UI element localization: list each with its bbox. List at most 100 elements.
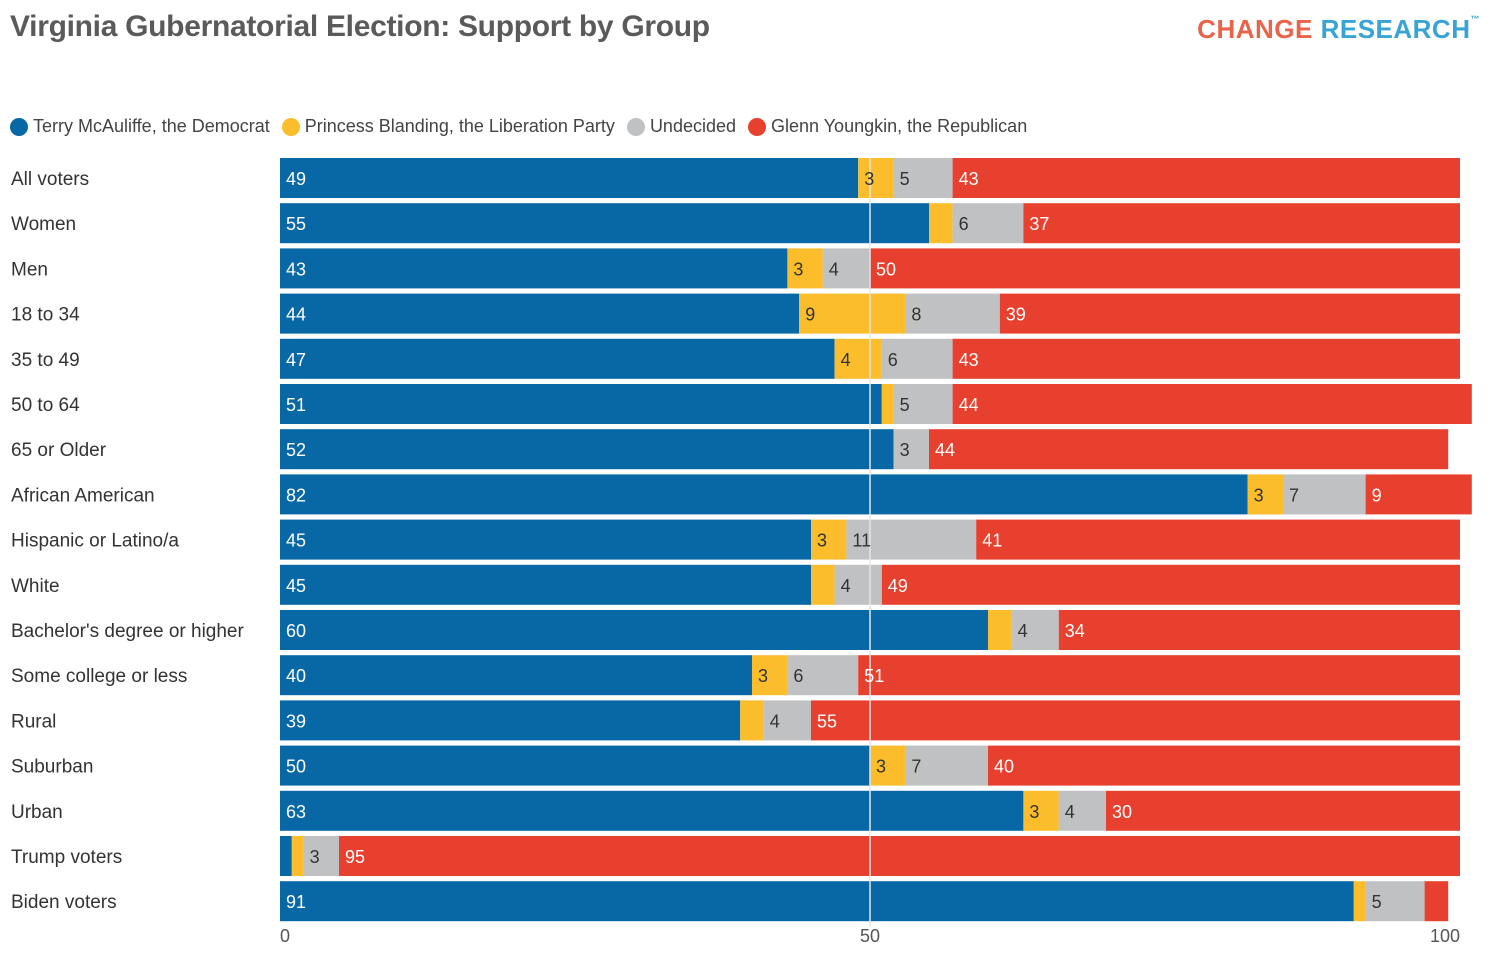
data-label: 4 xyxy=(1065,802,1075,822)
category-label: 35 to 49 xyxy=(11,350,80,371)
bar-segment xyxy=(1058,790,1106,831)
legend-label-0: Terry McAuliffe, the Democrat xyxy=(33,116,270,136)
bar-segment xyxy=(280,836,292,876)
category-label: Urban xyxy=(11,802,63,823)
bar-segment xyxy=(1106,790,1460,831)
bar-segment xyxy=(787,248,823,289)
data-label: 5 xyxy=(900,169,910,189)
bar-segment xyxy=(799,293,906,334)
bars-group xyxy=(280,158,1472,922)
legend-label-1: Princess Blanding, the Liberation Party xyxy=(304,116,615,136)
bar-segment xyxy=(929,429,1449,470)
bar-segment xyxy=(952,158,1460,198)
bar-segment xyxy=(1424,881,1449,922)
legend-item-0: Terry McAuliffe, the Democrat xyxy=(10,116,270,137)
bar-segment xyxy=(280,881,1354,922)
brand-word-1: CHANGE xyxy=(1197,14,1313,44)
bar-segment xyxy=(881,384,894,424)
data-label: 3 xyxy=(817,531,827,551)
brand-word-2: RESEARCH xyxy=(1320,14,1471,44)
data-label: 82 xyxy=(286,485,306,505)
data-label: 51 xyxy=(286,395,306,415)
bar-segment xyxy=(1365,474,1472,515)
data-label: 7 xyxy=(911,757,921,777)
data-label: 4 xyxy=(841,576,851,596)
bar-segment xyxy=(280,655,752,696)
bar-segment xyxy=(870,248,1460,289)
data-label: 43 xyxy=(959,169,979,189)
bar-segment xyxy=(881,338,953,379)
category-label: 50 to 64 xyxy=(11,395,80,416)
bar-segment xyxy=(822,248,870,289)
bar-segment xyxy=(291,836,304,876)
data-label: 40 xyxy=(286,666,306,686)
legend-item-1: Princess Blanding, the Liberation Party xyxy=(281,116,615,137)
bar-segment xyxy=(280,610,988,650)
chart-title: Virginia Gubernatorial Election: Support… xyxy=(10,10,710,43)
x-tick-label: 50 xyxy=(860,926,880,946)
data-label: 4 xyxy=(841,350,851,370)
category-label: Some college or less xyxy=(11,666,187,687)
bar-segment xyxy=(811,700,1460,741)
data-label: 3 xyxy=(900,440,910,460)
bar-segment xyxy=(999,293,1460,334)
bar-segment xyxy=(280,384,882,424)
category-label: All voters xyxy=(11,169,89,190)
data-label: 5 xyxy=(900,395,910,415)
bar-segment xyxy=(893,384,953,424)
brand-logo: CHANGE RESEARCH™ xyxy=(1197,14,1480,45)
bar-segment xyxy=(1353,881,1366,922)
data-label: 50 xyxy=(286,757,306,777)
data-label: 6 xyxy=(959,214,969,234)
data-label: 50 xyxy=(876,259,896,279)
data-label: 91 xyxy=(286,892,306,912)
data-label: 55 xyxy=(286,214,306,234)
bar-segment xyxy=(834,338,882,379)
data-label: 5 xyxy=(1372,892,1382,912)
data-label: 43 xyxy=(959,350,979,370)
legend-item-2: Undecided xyxy=(626,116,736,137)
bar-segment xyxy=(1058,610,1460,650)
data-label: 44 xyxy=(286,305,306,325)
category-label: 18 to 34 xyxy=(11,305,80,326)
data-label: 45 xyxy=(286,531,306,551)
bar-segment xyxy=(905,293,1000,334)
data-label: 3 xyxy=(864,169,874,189)
data-label: 6 xyxy=(793,666,803,686)
bar-segment xyxy=(280,745,870,786)
bar-segment xyxy=(280,248,788,289)
data-label: 3 xyxy=(1254,485,1264,505)
bar-segment xyxy=(339,836,1460,876)
data-label: 44 xyxy=(935,440,955,460)
bar-segment xyxy=(893,158,953,198)
data-label: 4 xyxy=(829,259,839,279)
bar-segment xyxy=(280,158,859,198)
x-tick-label: 0 xyxy=(280,926,290,946)
data-label: 4 xyxy=(770,711,780,731)
bar-segment xyxy=(280,293,800,334)
category-label: White xyxy=(11,576,60,597)
category-label: Biden voters xyxy=(11,892,117,913)
bar-segment xyxy=(893,429,929,470)
bar-segment xyxy=(1011,610,1059,650)
data-label: 9 xyxy=(805,305,815,325)
data-label: 3 xyxy=(310,847,320,867)
bar-segment xyxy=(952,338,1460,379)
bar-segment xyxy=(1247,474,1283,515)
data-label: 49 xyxy=(888,576,908,596)
data-label: 4 xyxy=(1018,621,1028,641)
category-label: 65 or Older xyxy=(11,440,107,461)
data-label: 55 xyxy=(817,711,837,731)
data-label: 44 xyxy=(959,395,979,415)
bar-segment xyxy=(929,203,953,244)
bar-segment xyxy=(858,158,894,198)
category-label: Hispanic or Latino/a xyxy=(11,531,179,552)
bar-segment xyxy=(988,610,1012,650)
bar-segment xyxy=(846,519,977,560)
bar-segment xyxy=(787,655,859,696)
bar-segment xyxy=(870,745,906,786)
chart-legend: Terry McAuliffe, the Democrat Princess Bl… xyxy=(10,116,1039,137)
data-label: 3 xyxy=(1029,802,1039,822)
data-label: 39 xyxy=(286,711,306,731)
